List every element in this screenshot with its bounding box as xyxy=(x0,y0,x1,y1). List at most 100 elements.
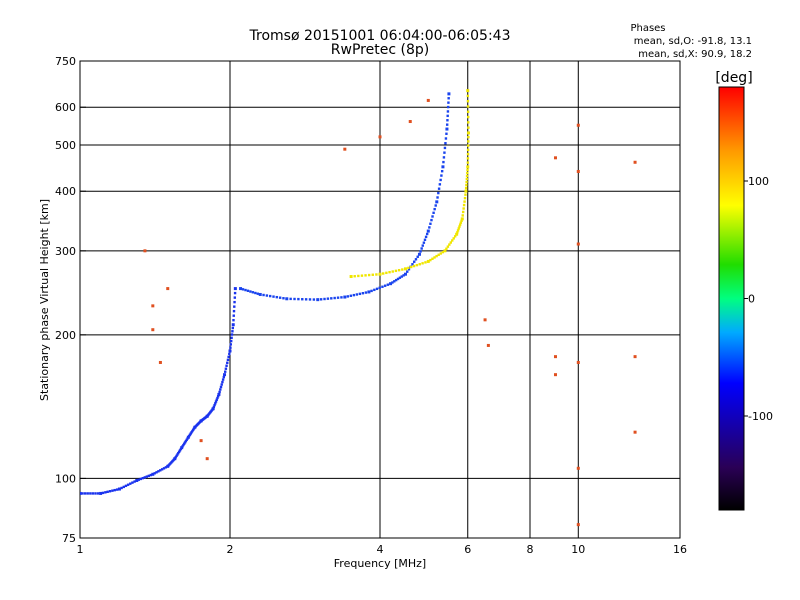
data-point xyxy=(465,174,469,178)
data-point xyxy=(378,286,381,290)
y-axis-label: Stationary phase Virtual Height [km] xyxy=(38,199,51,401)
data-point xyxy=(429,222,432,225)
data-point xyxy=(139,477,142,481)
data-point xyxy=(458,223,462,226)
grid-lines xyxy=(80,61,680,538)
data-point xyxy=(413,260,416,263)
data-point xyxy=(289,297,292,301)
data-point xyxy=(443,151,446,154)
data-point xyxy=(83,492,87,495)
data-point xyxy=(483,318,487,322)
data-point xyxy=(231,326,235,330)
colorbar-ticks: 100 0 -100 xyxy=(744,175,773,423)
data-point xyxy=(89,492,92,495)
data-point xyxy=(466,161,470,164)
data-point xyxy=(104,491,107,494)
x-tick-label: 8 xyxy=(527,543,534,556)
data-point xyxy=(462,203,466,207)
data-point xyxy=(256,292,259,295)
data-point xyxy=(343,295,347,299)
data-point xyxy=(466,89,470,93)
data-point xyxy=(96,492,100,495)
data-point xyxy=(81,492,84,495)
data-point xyxy=(312,298,316,301)
data-point xyxy=(433,256,436,259)
data-point xyxy=(166,287,170,291)
data-point xyxy=(414,258,418,261)
data-point xyxy=(232,309,236,313)
data-point xyxy=(451,239,454,242)
data-point xyxy=(308,298,312,301)
data-point xyxy=(466,144,470,147)
data-point xyxy=(407,266,410,270)
data-point xyxy=(217,392,221,396)
data-point xyxy=(431,215,434,218)
data-point xyxy=(229,346,232,349)
data-point xyxy=(466,110,470,113)
data-point xyxy=(185,438,188,442)
data-point xyxy=(465,177,469,181)
data-point xyxy=(184,439,188,443)
data-point xyxy=(443,146,447,150)
data-point xyxy=(466,152,470,156)
data-point xyxy=(449,241,452,244)
data-point xyxy=(254,291,257,295)
data-point xyxy=(180,446,184,450)
data-point xyxy=(466,165,470,169)
data-point xyxy=(371,273,374,276)
data-point xyxy=(191,429,194,433)
data-point xyxy=(251,291,255,294)
y-tick-label: 200 xyxy=(55,329,76,342)
data-point xyxy=(115,488,119,491)
data-point xyxy=(219,388,222,391)
data-point xyxy=(396,277,400,281)
data-point xyxy=(394,269,398,273)
data-point xyxy=(233,296,237,299)
data-point xyxy=(124,484,128,488)
stats-line-x: mean, sd,X: 90.9, 18.2 xyxy=(638,49,752,60)
data-point xyxy=(177,451,180,455)
data-point xyxy=(391,281,394,284)
data-point xyxy=(227,355,230,359)
data-point xyxy=(400,275,403,278)
data-point xyxy=(467,121,470,124)
data-point xyxy=(272,295,275,298)
data-point xyxy=(391,270,394,273)
data-point xyxy=(576,169,580,173)
data-point xyxy=(213,403,216,407)
data-point xyxy=(464,189,468,193)
data-point xyxy=(160,468,164,471)
data-point xyxy=(231,323,235,327)
data-point xyxy=(340,296,343,299)
data-point xyxy=(428,226,431,229)
data-point xyxy=(364,274,367,277)
data-point xyxy=(230,336,233,340)
data-point xyxy=(424,235,428,239)
data-point xyxy=(409,265,413,269)
data-point xyxy=(421,262,424,265)
data-point xyxy=(437,187,441,190)
data-point xyxy=(447,101,450,104)
data-point xyxy=(176,453,179,456)
data-point xyxy=(233,305,236,308)
data-point xyxy=(436,196,439,199)
x-tick-label: 4 xyxy=(377,543,384,556)
data-point xyxy=(437,191,440,195)
data-point xyxy=(446,114,449,118)
data-point xyxy=(246,289,250,292)
data-point xyxy=(214,400,218,403)
data-point xyxy=(412,264,416,268)
data-point xyxy=(232,318,235,322)
data-point xyxy=(432,211,435,215)
data-point xyxy=(143,476,146,479)
data-point xyxy=(336,296,340,299)
data-point xyxy=(370,289,373,293)
data-point xyxy=(447,92,451,96)
data-point xyxy=(319,298,323,301)
data-point xyxy=(446,245,450,248)
data-point xyxy=(232,314,235,317)
data-point xyxy=(357,274,360,278)
data-point xyxy=(249,290,252,293)
data-point xyxy=(430,218,433,222)
y-tick-label: 300 xyxy=(55,245,76,258)
